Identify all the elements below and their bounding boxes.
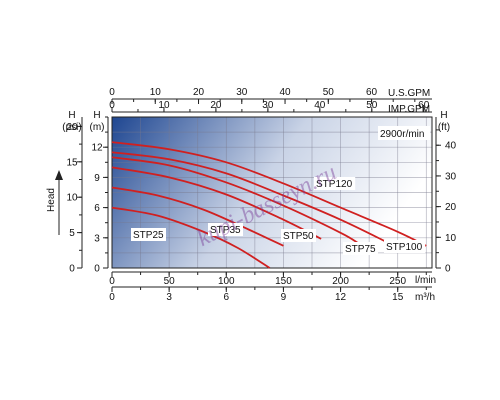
tick-label: 15 — [66, 157, 78, 168]
tick-label: 150 — [275, 276, 292, 287]
unit-label-psi: (psi) — [62, 122, 81, 133]
curve-stp25 — [111, 206, 271, 269]
tick-label: 20 — [66, 122, 78, 133]
curve-stp120 — [111, 141, 427, 247]
label-bg-stp35 — [208, 223, 243, 236]
arrow-head — [55, 170, 63, 180]
tick-label: 40 — [445, 141, 457, 152]
tick-label: 10 — [66, 193, 78, 204]
label-stp100: STP100 — [386, 242, 423, 253]
tick-label: 9 — [281, 292, 287, 303]
label-bg-stp50 — [281, 229, 316, 242]
label-bg-stp120 — [314, 177, 356, 190]
top-axis-us-gpm: 0 10 20 30 40 50 60 — [109, 87, 432, 104]
tick-label: 3 — [94, 233, 100, 244]
plot-area-frame — [111, 116, 433, 269]
tick-label: 0 — [109, 276, 115, 287]
speed-label: 2900r/min — [380, 129, 424, 140]
tick-label: 30 — [262, 100, 274, 111]
tick-label: 250 — [389, 276, 406, 287]
unit-label-lmin: l/min — [415, 275, 436, 286]
tick-label: 30 — [236, 87, 248, 98]
unit-label-ft: (ft) — [438, 122, 450, 133]
top-axis-imp-gpm: 0 10 20 30 40 50 60 — [109, 100, 432, 113]
tick-label: 6 — [94, 203, 100, 214]
tick-label: 6 — [224, 292, 230, 303]
curve-stp100 — [111, 151, 387, 243]
tick-label: 40 — [279, 87, 291, 98]
curve-stp50 — [111, 166, 322, 240]
right-axis-feet: 0 10 20 30 40 — [435, 117, 457, 275]
label-bg-stp100 — [384, 240, 426, 253]
pump-curves — [111, 141, 427, 269]
tick-label: 0 — [109, 87, 115, 98]
tick-label: 20 — [193, 87, 205, 98]
tick-label: 60 — [366, 87, 378, 98]
bottom-axis-m3h: 0 3 6 9 12 15 — [109, 286, 432, 303]
tick-label: 20 — [445, 202, 457, 213]
label-stp50: STP50 — [283, 231, 314, 242]
tick-label: 200 — [332, 276, 349, 287]
tick-label: 15 — [392, 292, 404, 303]
tick-label: 10 — [445, 233, 457, 244]
tick-label: 12 — [335, 292, 347, 303]
label-stp35: STP35 — [210, 225, 241, 236]
curve-stp35 — [111, 186, 284, 247]
tick-label: 0 — [445, 264, 451, 275]
tick-label: 12 — [91, 143, 103, 154]
tick-label: 5 — [69, 228, 75, 239]
tick-label: 10 — [158, 100, 170, 111]
tick-label: 60 — [418, 100, 430, 111]
tick-label: 100 — [218, 276, 235, 287]
tick-label: 9 — [94, 173, 100, 184]
curve-stp75 — [111, 156, 359, 244]
tick-label: 0 — [69, 264, 75, 275]
tick-label: 0 — [109, 100, 115, 111]
label-bg-stp75 — [343, 242, 378, 255]
label-stp75: STP75 — [345, 244, 376, 255]
y-axis-title-head: Head — [46, 188, 57, 212]
label-stp25: STP25 — [133, 230, 164, 241]
tick-label: 50 — [323, 87, 335, 98]
tick-label: 10 — [150, 87, 162, 98]
tick-label: 3 — [166, 292, 172, 303]
tick-label: 0 — [109, 292, 115, 303]
head-arrow-icon — [55, 170, 63, 235]
label-bg-stp25 — [131, 228, 166, 241]
unit-label-imp-gpm: IMP.GPM — [388, 104, 430, 115]
left-axis-meters: 0 3 6 9 12 — [91, 116, 109, 275]
label-stp120: STP120 — [316, 179, 353, 190]
tick-label: 0 — [94, 264, 100, 275]
pump-curve-labels: STP25 STP35 STP50 STP75 STP100 STP120 — [131, 177, 426, 255]
unit-label-psi-h: H — [68, 110, 75, 121]
left-axis-psi: 0 5 10 15 20 — [66, 117, 83, 275]
unit-label-m3h: m³/h — [415, 292, 435, 303]
tick-label: 50 — [164, 276, 176, 287]
unit-label-m-h: H — [93, 110, 100, 121]
tick-label: 30 — [445, 171, 457, 182]
unit-label-m: (m) — [90, 122, 105, 133]
tick-label: 50 — [366, 100, 378, 111]
bottom-axis-lmin: 0 50 100 150 200 250 — [109, 271, 432, 287]
speed-label-bg — [378, 126, 430, 140]
unit-label-us-gpm: U.S.GPM — [388, 88, 430, 99]
unit-label-ft-h: H — [440, 110, 447, 121]
tick-label: 40 — [314, 100, 326, 111]
tick-label: 20 — [210, 100, 222, 111]
